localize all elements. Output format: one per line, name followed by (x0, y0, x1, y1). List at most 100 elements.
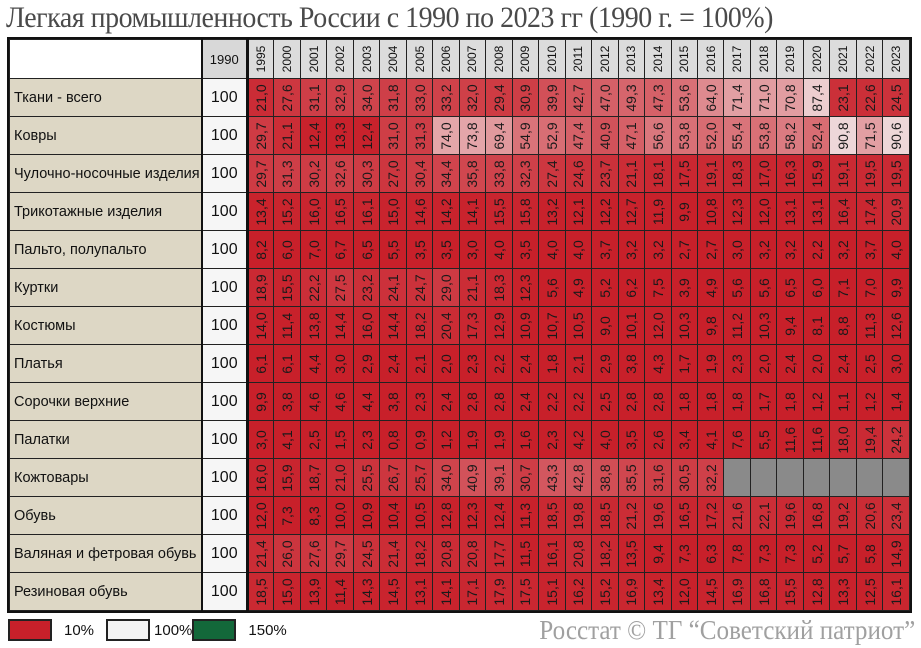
value-text: 15,2 (279, 197, 296, 226)
value-cell: 17,9 (485, 572, 513, 611)
value-cell: 17,2 (696, 496, 725, 535)
value-text: 27,4 (543, 159, 560, 188)
value-text: 32,2 (702, 463, 719, 492)
row-label: Сорочки верхние (9, 382, 203, 421)
value-cell: 6,7 (326, 230, 354, 269)
value-cell: 20,8 (432, 534, 460, 573)
value-cell: 34,0 (432, 458, 460, 497)
value-text: 16,1 (358, 197, 375, 226)
value-cell: 2,8 (644, 382, 672, 421)
value-text: 22,2 (305, 273, 322, 302)
value-cell: 31,0 (379, 116, 407, 155)
value-text: 20,8 (438, 539, 455, 568)
value-cell: 3,0 (246, 420, 275, 459)
value-cell: 10,4 (379, 496, 407, 535)
value-cell: 6,0 (802, 268, 831, 307)
value-cell: 5,8 (855, 534, 884, 573)
value-cell: 4,0 (591, 420, 619, 459)
value-cell: 1,8 (538, 344, 566, 383)
base-value-cell: 100 (201, 382, 249, 421)
value-cell: 1,8 (696, 382, 725, 421)
value-cell: 3,2 (749, 230, 778, 269)
value-text: 7,1 (835, 277, 852, 298)
value-cell: 29,7 (246, 116, 275, 155)
value-cell: 4,4 (352, 382, 381, 421)
value-text: 24,7 (411, 273, 428, 302)
value-cell: 6,5 (776, 268, 804, 307)
base-value-cell: 100 (201, 306, 249, 345)
value-cell: 56,6 (644, 116, 672, 155)
value-text: 5,2 (808, 543, 825, 564)
value-cell: 0,9 (405, 420, 434, 459)
value-cell: 10,1 (617, 306, 646, 345)
value-text: 17,5 (676, 159, 693, 188)
value-text: 12,8 (438, 501, 455, 530)
value-text: 12,0 (755, 197, 772, 226)
value-text: 24,6 (570, 159, 587, 188)
value-text: 10,1 (623, 311, 640, 340)
value-text: 12,4 (305, 121, 322, 150)
value-text: 16,4 (835, 197, 852, 226)
value-cell: 16,8 (749, 572, 778, 611)
value-text: 11,4 (279, 312, 296, 339)
value-cell: 2,3 (405, 382, 434, 421)
value-cell: 24,1 (379, 268, 407, 307)
value-text: 43,3 (543, 463, 560, 492)
value-text: 34,0 (358, 83, 375, 112)
value-text: 14,6 (411, 197, 428, 226)
value-cell: 20,8 (458, 534, 487, 573)
year-header: 2000 (273, 39, 301, 79)
value-cell: 1,2 (802, 382, 831, 421)
value-text: 16,9 (623, 577, 640, 606)
value-cell: 22,2 (299, 268, 328, 307)
value-cell: 12,3 (723, 192, 751, 231)
value-cell: 18,7 (299, 458, 328, 497)
value-text: 14,4 (385, 311, 402, 340)
value-cell: 30,7 (511, 458, 540, 497)
value-cell: 71,5 (855, 116, 884, 155)
value-text: 21,6 (729, 501, 746, 530)
base-value-cell: 100 (201, 154, 249, 193)
legend-label: 10% (64, 621, 95, 639)
value-cell: 12,8 (802, 572, 831, 611)
value-text: 2,9 (596, 353, 613, 374)
value-cell: 16,5 (326, 192, 354, 231)
value-text: 10,3 (676, 311, 693, 340)
year-label: 2012 (597, 45, 612, 73)
value-text: 18,2 (411, 311, 428, 340)
value-cell: 15,5 (273, 268, 301, 307)
chart-title: Легкая промышленность России с 1990 по 2… (6, 1, 773, 34)
value-text: 4,0 (596, 429, 613, 450)
value-cell: 8,2 (246, 230, 275, 269)
value-text: 52,0 (702, 121, 719, 150)
value-text: 47,1 (623, 121, 640, 150)
value-cell: 3,8 (617, 344, 646, 383)
value-cell: 9,9 (882, 268, 910, 307)
value-cell: 11,5 (511, 534, 540, 573)
value-cell: 70,8 (776, 78, 804, 117)
value-cell: 14,1 (432, 572, 460, 611)
value-cell: 8,1 (802, 306, 831, 345)
value-cell: 13,1 (802, 192, 831, 231)
value-text: 1,9 (490, 429, 507, 450)
value-text: 1,5 (332, 429, 349, 450)
value-cell: 3,2 (829, 230, 857, 269)
value-text: 21,0 (253, 83, 270, 112)
value-cell: 20,4 (432, 306, 460, 345)
value-cell: 27,6 (273, 78, 301, 117)
table-row: Палатки 100 3,0 4,1 2,5 1,5 2,3 0,8 0,9 1,2 1,9 1,9… (9, 420, 910, 459)
value-text: 19,6 (649, 501, 666, 530)
year-label: 2019 (783, 45, 798, 73)
table-row: Сорочки верхние 100 9,9 3,8 4,6 4,6 4,4 3,8 2,3 2… (9, 382, 910, 421)
value-text: 3,8 (279, 391, 296, 412)
legend-label: 100% (154, 621, 193, 639)
value-cell: 2,4 (511, 382, 540, 421)
value-text: 10,5 (570, 311, 587, 340)
value-cell: 4,4 (299, 344, 328, 383)
value-text: 25,5 (358, 463, 375, 492)
value-cell: 13,4 (644, 572, 672, 611)
value-text: 12,8 (808, 577, 825, 606)
value-text: 8,1 (808, 315, 825, 336)
value-cell: 9,4 (644, 534, 672, 573)
value-cell: 10,7 (538, 306, 566, 345)
